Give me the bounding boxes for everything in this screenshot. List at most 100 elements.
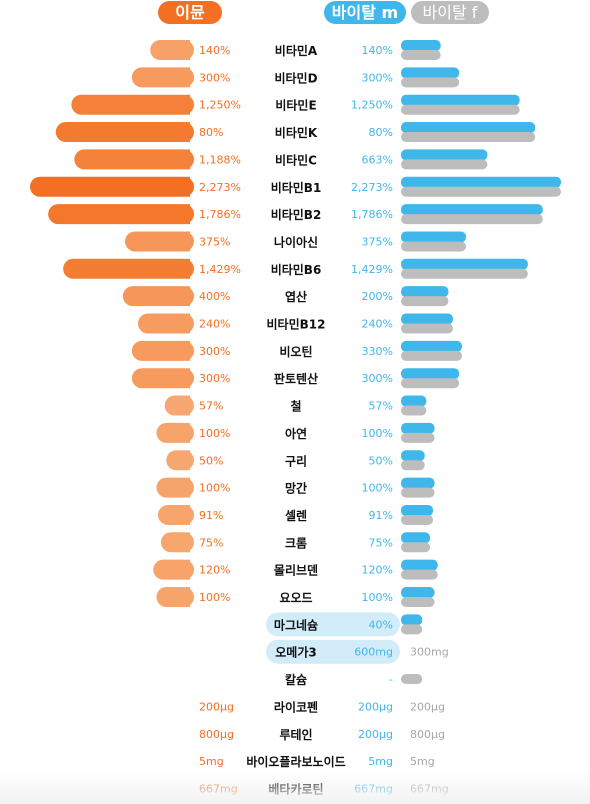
row-18-vital-m-bar (401, 504, 434, 516)
legend-vital-m-pill: 바이탈 m (324, 1, 406, 24)
row-20-vital-m-bar (401, 559, 438, 571)
row-9-immune-bar (63, 258, 194, 279)
row-14-nutrient-name: 철 (290, 399, 301, 414)
row-4-immune-bar-cap (186, 122, 190, 143)
row-18-immune-label: 91% (199, 509, 223, 522)
row-20-immune-bar (153, 559, 194, 580)
row-26-immune-label: 800μg (199, 728, 234, 741)
row-2-immune-bar-cap (186, 67, 190, 88)
row-24-vital-f-bar (401, 674, 423, 685)
row-18-immune-bar-cap (186, 504, 190, 525)
row-5-vital-f-bar (401, 159, 488, 170)
row-17-nutrient-name: 망간 (285, 481, 307, 496)
row-2-immune-bar (131, 67, 194, 88)
row-22-vital-m-label: 40% (369, 618, 393, 631)
row-11-vital-m-bar (401, 313, 453, 325)
row-16-vital-m-label: 50% (369, 454, 393, 467)
row-12-vital-m-bar (401, 340, 462, 352)
legend-immune-pill: 이뮨 (158, 1, 222, 24)
row-7-vital-m-label: 1,786% (351, 208, 393, 221)
row-19-vital-f-bar (401, 542, 431, 553)
row-11-nutrient-name: 비타민B12 (267, 317, 326, 332)
row-26-vital-m-label: 200μg (358, 728, 393, 741)
row-14-vital-m-label: 57% (369, 400, 393, 413)
row-27-immune-label: 5mg (199, 755, 224, 768)
row-2-immune-label: 300% (199, 71, 230, 84)
row-4-nutrient-name: 비타민K (275, 125, 318, 140)
row-15-nutrient-name: 아연 (285, 426, 307, 441)
row-25-vital-f-label: 200μg (410, 700, 445, 713)
row-19-vital-m-label: 75% (369, 536, 393, 549)
row-18-vital-f-bar (401, 514, 434, 525)
row-22-vital-m-bar (401, 614, 423, 626)
row-4-vital-f-bar (401, 132, 536, 143)
row-1-vital-m-label: 140% (362, 44, 393, 57)
row-12-vital-m-label: 330% (362, 345, 393, 358)
row-10-vital-m-label: 200% (362, 290, 393, 303)
row-11-vital-m-label: 240% (362, 318, 393, 331)
row-23-nutrient-name: 오메가3 (275, 645, 316, 660)
row-14-immune-label: 57% (199, 400, 223, 413)
row-18-nutrient-name: 셀렌 (285, 508, 307, 523)
row-10-nutrient-name: 엽산 (285, 289, 307, 304)
row-19-immune-bar-cap (186, 532, 190, 553)
row-1-nutrient-name: 비타민A (275, 43, 318, 58)
legend-vital-f-pill: 바이탈 f (411, 1, 489, 24)
row-2-vital-f-bar (401, 77, 460, 88)
row-21-nutrient-name: 요오드 (279, 591, 312, 605)
row-26-vital-f-label: 800μg (410, 728, 445, 741)
row-3-vital-m-bar (401, 94, 520, 106)
row-23-vital-m-label: 600mg (354, 646, 393, 659)
row-10-immune-bar (122, 286, 194, 307)
row-15-immune-bar-cap (186, 422, 190, 443)
row-19-immune-bar (160, 532, 194, 553)
row-25-vital-m-label: 200μg (358, 700, 393, 713)
row-5-immune-label: 1,188% (199, 153, 241, 166)
row-5-vital-m-label: 663% (362, 153, 393, 166)
bottom-fade (0, 770, 590, 804)
row-2-nutrient-name: 비타민D (274, 70, 317, 85)
row-16-nutrient-name: 구리 (285, 453, 307, 468)
row-21-vital-m-label: 100% (362, 591, 393, 604)
row-6-vital-m-label: 2,273% (351, 181, 393, 194)
row-21-immune-label: 100% (199, 591, 230, 604)
row-1-immune-bar-cap (186, 40, 190, 60)
row-13-immune-bar-cap (186, 368, 190, 389)
row-2-vital-m-bar (401, 67, 460, 79)
row-6-vital-m-bar (401, 176, 561, 188)
row-17-vital-m-bar (401, 477, 435, 489)
row-24-nutrient-name: 칼슘 (285, 673, 307, 687)
row-9-immune-label: 1,429% (199, 263, 241, 276)
row-20-nutrient-name: 몰리브덴 (274, 563, 318, 578)
row-25-nutrient-name: 라이코펜 (274, 699, 318, 714)
row-4-immune-label: 80% (199, 126, 223, 139)
row-5-immune-bar-cap (186, 149, 190, 170)
row-7-immune-bar (48, 204, 195, 225)
row-4-vital-m-bar (401, 122, 536, 134)
row-5-immune-bar (74, 149, 194, 170)
row-13-vital-m-bar (401, 368, 460, 380)
row-10-immune-bar-cap (186, 286, 190, 307)
row-13-immune-bar (131, 368, 194, 389)
row-5-nutrient-name: 비타민C (275, 152, 317, 167)
row-20-immune-label: 120% (199, 564, 230, 577)
row-9-vital-m-label: 1,429% (351, 263, 393, 276)
row-15-vital-m-bar (401, 422, 435, 434)
row-8-vital-m-bar (401, 231, 466, 243)
row-12-vital-f-bar (401, 350, 462, 361)
row-6-immune-bar-cap (186, 176, 190, 197)
row-6-immune-bar (30, 176, 194, 197)
row-8-nutrient-name: 나이아신 (274, 234, 318, 249)
row-10-vital-f-bar (401, 296, 449, 307)
row-8-immune-bar-cap (186, 231, 190, 252)
row-22-vital-f-bar (401, 624, 423, 635)
row-21-vital-m-bar (401, 587, 435, 598)
row-3-immune-bar (71, 94, 194, 115)
row-8-immune-label: 375% (199, 235, 230, 248)
row-11-immune-label: 240% (199, 318, 230, 331)
row-14-vital-f-bar (401, 405, 427, 416)
row-23-vital-f-label: 300mg (410, 646, 449, 659)
row-15-vital-m-label: 100% (362, 427, 393, 440)
row-11-vital-f-bar (401, 323, 453, 334)
